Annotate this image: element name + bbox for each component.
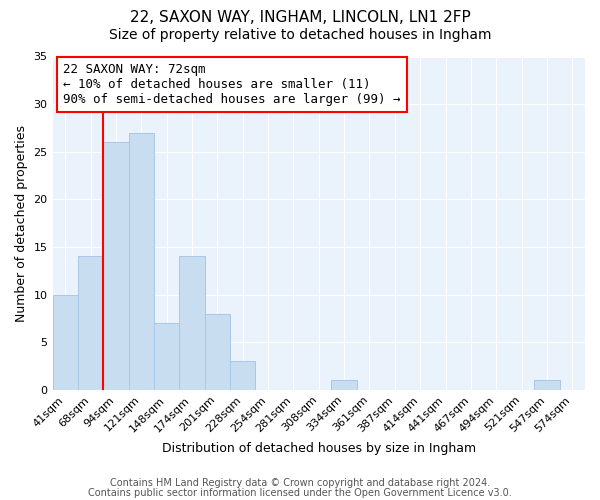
Bar [205, 314, 230, 390]
Bar [154, 323, 179, 390]
Bar [103, 142, 128, 390]
Text: Size of property relative to detached houses in Ingham: Size of property relative to detached ho… [109, 28, 491, 42]
Bar [78, 256, 103, 390]
Text: 22, SAXON WAY, INGHAM, LINCOLN, LN1 2FP: 22, SAXON WAY, INGHAM, LINCOLN, LN1 2FP [130, 10, 470, 25]
Bar [179, 256, 205, 390]
Bar [53, 294, 78, 390]
Text: Contains HM Land Registry data © Crown copyright and database right 2024.: Contains HM Land Registry data © Crown c… [110, 478, 490, 488]
Bar [230, 362, 256, 390]
Bar [534, 380, 560, 390]
Bar [128, 132, 154, 390]
Y-axis label: Number of detached properties: Number of detached properties [15, 124, 28, 322]
Text: Contains public sector information licensed under the Open Government Licence v3: Contains public sector information licen… [88, 488, 512, 498]
Bar [331, 380, 357, 390]
Text: 22 SAXON WAY: 72sqm
← 10% of detached houses are smaller (11)
90% of semi-detach: 22 SAXON WAY: 72sqm ← 10% of detached ho… [63, 63, 401, 106]
X-axis label: Distribution of detached houses by size in Ingham: Distribution of detached houses by size … [162, 442, 476, 455]
